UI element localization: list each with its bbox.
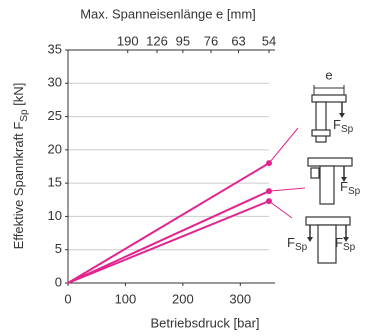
chart-title: Max. Spanneisenlänge e [mm] [80, 6, 256, 21]
annotation-f: F [287, 235, 295, 250]
y-tick-label: 10 [48, 208, 62, 223]
y-tick-label: 5 [55, 241, 62, 256]
x2-tick-label: 63 [231, 33, 245, 48]
annotation-fsp: FSp [287, 235, 308, 252]
x2-tick-label: 54 [262, 33, 276, 48]
annotation-fsp: FSp [333, 117, 354, 134]
y-tick-label: 15 [48, 175, 62, 190]
icon-1 [311, 85, 347, 143]
x-tick-label: 0 [64, 291, 71, 306]
annotation-sub: Sp [295, 242, 308, 253]
x-tick-label: 100 [115, 291, 137, 306]
annotation-f: F [340, 179, 348, 194]
x2-tick-label: 95 [176, 33, 190, 48]
x2-tick-label: 76 [204, 33, 218, 48]
y-tick-label: 20 [48, 141, 62, 156]
x-tick-label: 200 [172, 291, 194, 306]
point [266, 198, 272, 205]
icons: e FSp FSp FSp FSp [287, 67, 361, 264]
y-axis-label-sub: Sp [19, 109, 30, 122]
y-tick-label: 0 [55, 274, 62, 289]
x-tick-label: 300 [229, 291, 251, 306]
connector [268, 187, 306, 192]
annotation-sub: Sp [341, 124, 354, 135]
y-tick-label: 35 [48, 41, 62, 56]
icon-2 [307, 157, 353, 205]
x2-tick-label: 190 [117, 33, 139, 48]
annotation-f: F [335, 235, 343, 250]
x-axis-label: Betriebsdruck [bar] [150, 315, 259, 330]
y-axis-label: Effektive Spannkraft FSp [kN] [11, 83, 29, 250]
series-line [67, 190, 270, 284]
y-axis-label-text: Effektive Spannkraft F [11, 122, 26, 250]
connector [268, 200, 293, 219]
series-line [67, 162, 270, 284]
point [266, 160, 272, 167]
series-line [67, 200, 270, 284]
annotation-e: e [325, 67, 332, 82]
x2-tick-label: 126 [146, 33, 168, 48]
annotation-f: F [333, 117, 341, 132]
annotation-sub: Sp [348, 186, 361, 197]
y-axis-label-unit: [kN] [11, 83, 26, 110]
y-tick-label: 25 [48, 108, 62, 123]
point [266, 188, 272, 195]
annotation-fsp: FSp [335, 235, 356, 252]
y-tick-label: 30 [48, 75, 62, 90]
connector [268, 127, 299, 164]
icon-3 [305, 216, 351, 264]
annotation-fsp: FSp [340, 179, 361, 196]
annotation-sub: Sp [343, 242, 356, 253]
